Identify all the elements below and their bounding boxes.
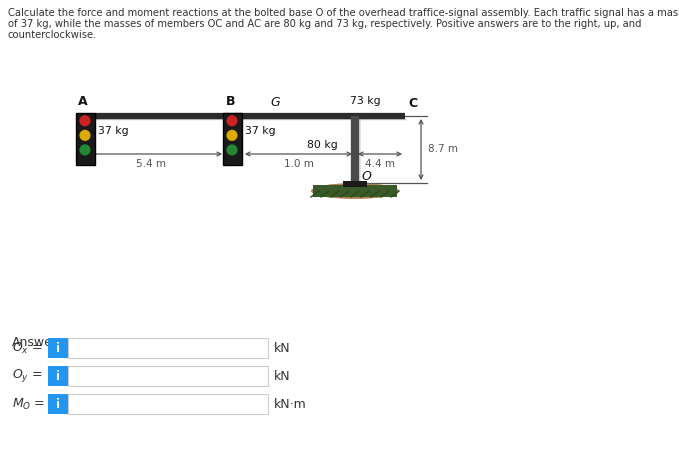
Text: i: i <box>56 398 60 411</box>
Text: C: C <box>408 97 417 110</box>
Circle shape <box>80 130 90 140</box>
Text: $O_x$ =: $O_x$ = <box>12 341 43 356</box>
Text: kN: kN <box>274 370 291 382</box>
Bar <box>75 113 94 165</box>
Text: i: i <box>56 370 60 382</box>
Text: i: i <box>56 341 60 355</box>
Bar <box>223 113 242 165</box>
Text: 4.4 m: 4.4 m <box>365 159 395 169</box>
Text: counterclockwise.: counterclockwise. <box>8 30 97 40</box>
Ellipse shape <box>311 183 399 199</box>
Text: Calculate the force and moment reactions at the bolted base O of the overhead tr: Calculate the force and moment reactions… <box>8 8 679 18</box>
Text: 8.7 m: 8.7 m <box>428 145 458 154</box>
FancyBboxPatch shape <box>48 338 68 358</box>
Circle shape <box>227 130 237 140</box>
Text: Answers:: Answers: <box>12 336 69 349</box>
Circle shape <box>80 116 90 126</box>
Text: of 37 kg, while the masses of members OC and AC are 80 kg and 73 kg, respectivel: of 37 kg, while the masses of members OC… <box>8 19 642 29</box>
Text: 5.4 m: 5.4 m <box>136 159 166 169</box>
FancyBboxPatch shape <box>68 338 268 358</box>
FancyBboxPatch shape <box>68 366 268 386</box>
Text: 73 kg: 73 kg <box>350 96 381 106</box>
Text: O: O <box>361 171 371 184</box>
Text: 1.0 m: 1.0 m <box>284 159 314 169</box>
Bar <box>313 185 397 197</box>
FancyBboxPatch shape <box>68 394 268 414</box>
Text: 37 kg: 37 kg <box>245 126 276 136</box>
FancyBboxPatch shape <box>48 366 68 386</box>
Text: A: A <box>78 95 88 108</box>
Circle shape <box>227 145 237 155</box>
Text: 37 kg: 37 kg <box>98 126 128 136</box>
Bar <box>343 181 367 187</box>
Text: 80 kg: 80 kg <box>307 139 337 149</box>
Text: kN: kN <box>274 341 291 355</box>
Text: kN·m: kN·m <box>274 398 307 411</box>
Text: B: B <box>226 95 236 108</box>
Text: G: G <box>270 96 280 109</box>
Text: $O_y$ =: $O_y$ = <box>12 367 43 384</box>
FancyBboxPatch shape <box>48 394 68 414</box>
Circle shape <box>227 116 237 126</box>
Text: $M_O$ =: $M_O$ = <box>12 397 45 412</box>
Circle shape <box>80 145 90 155</box>
